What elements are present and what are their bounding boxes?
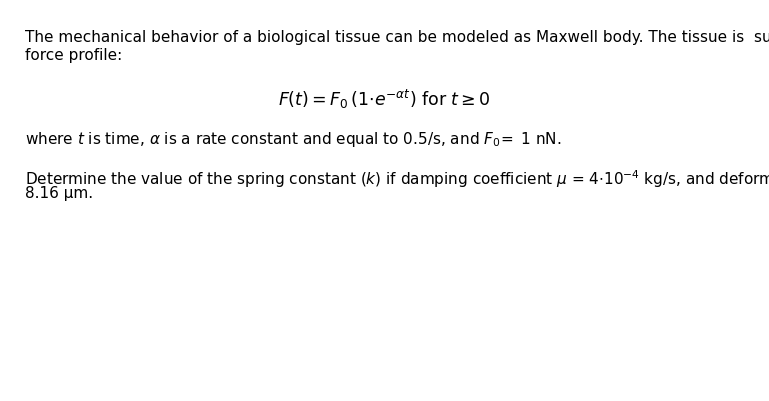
Text: 8.16 μm.: 8.16 μm. xyxy=(25,186,93,201)
Text: where $t$ is time, $\alpha$ is a rate constant and equal to 0.5/s, and $F_0\!=$ : where $t$ is time, $\alpha$ is a rate co… xyxy=(25,130,561,149)
Text: force profile:: force profile: xyxy=(25,48,122,63)
Text: $F(t) = F_0\,(1{\cdot}e^{-\alpha t})$ for $t{\geq}0$: $F(t) = F_0\,(1{\cdot}e^{-\alpha t})$ fo… xyxy=(278,88,491,111)
Text: The mechanical behavior of a biological tissue can be modeled as Maxwell body. T: The mechanical behavior of a biological … xyxy=(25,30,769,45)
Text: Determine the value of the spring constant ($k$) if damping coefficient $\mu$ = : Determine the value of the spring consta… xyxy=(25,168,769,190)
